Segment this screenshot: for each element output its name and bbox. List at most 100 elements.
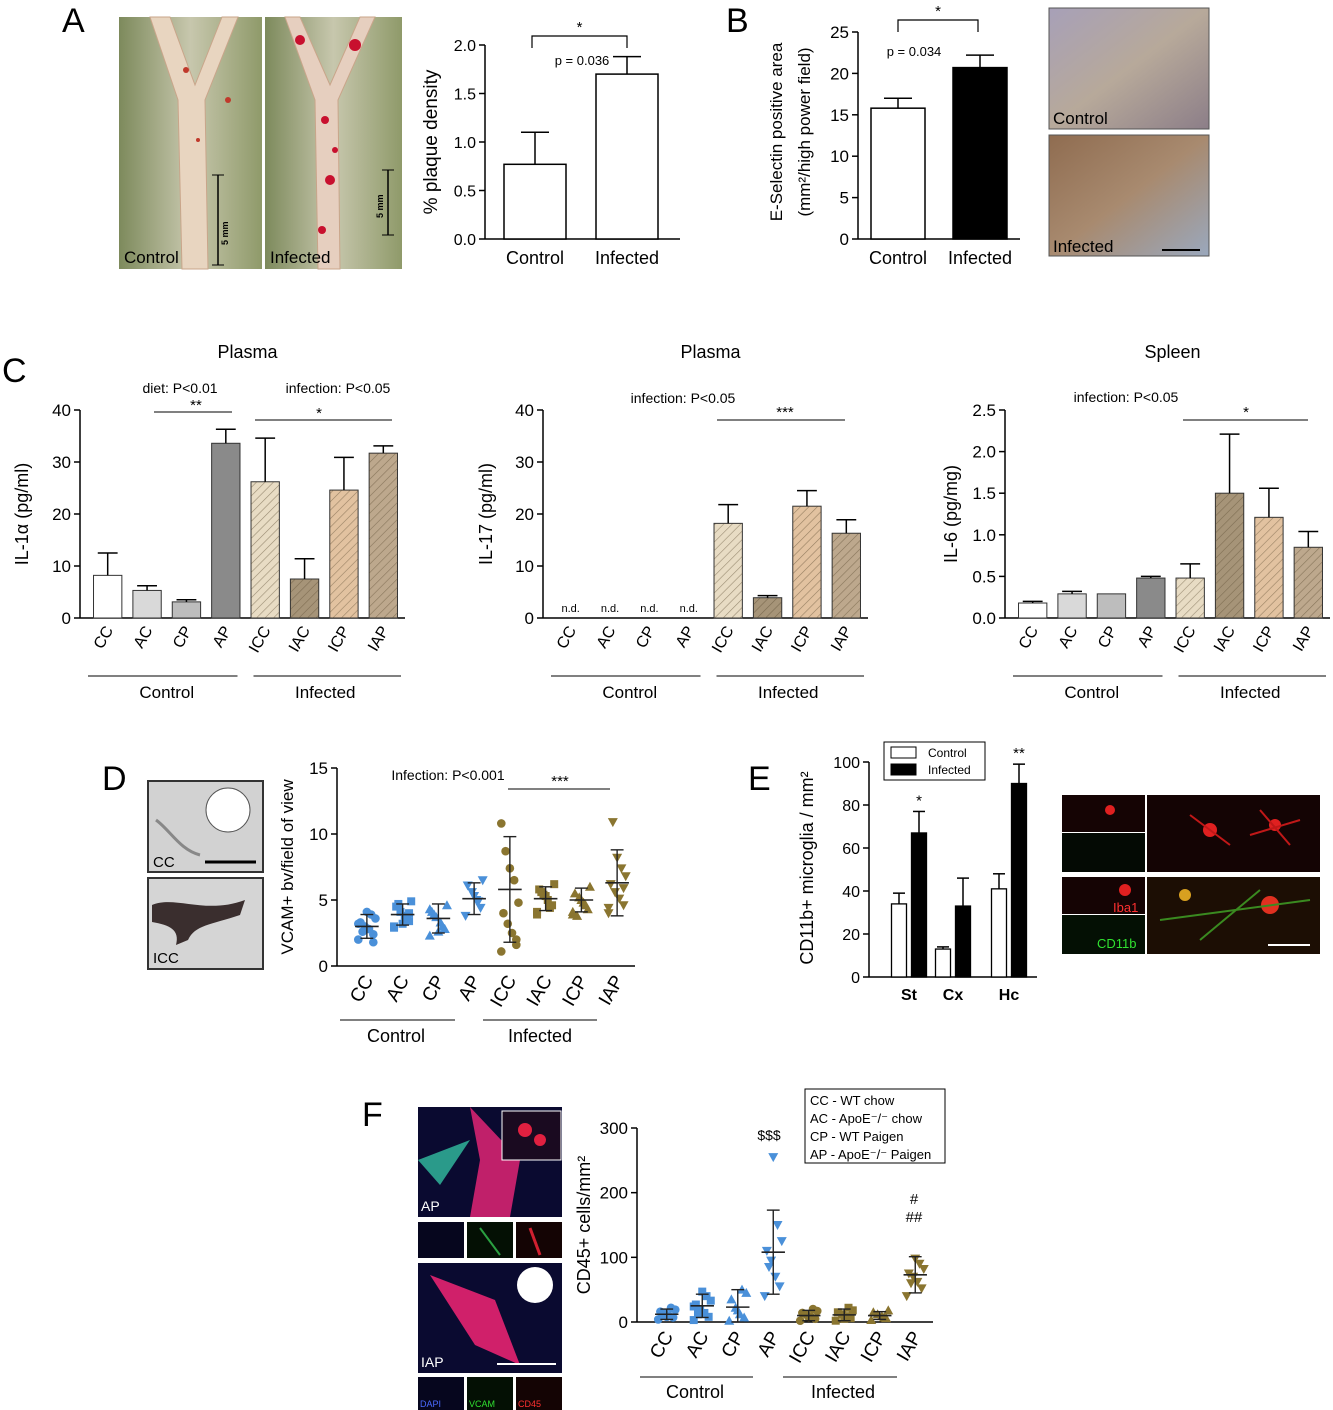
stain-label-dapi: DAPI bbox=[420, 1399, 441, 1409]
data-point bbox=[533, 910, 542, 919]
x-tick-label: CC bbox=[554, 624, 580, 653]
cd45-micrographs: AP IAP DAPI VCAM CD45 bbox=[418, 1107, 562, 1410]
bar bbox=[1010, 782, 1028, 978]
photo-label-control: Control bbox=[124, 248, 179, 267]
significance-marker: * bbox=[1243, 404, 1249, 421]
stat-annotation: $$$ bbox=[757, 1127, 781, 1143]
data-point bbox=[776, 1237, 787, 1247]
x-tick-label: CP bbox=[1095, 624, 1121, 652]
bar-hatch bbox=[251, 481, 280, 618]
x-tick-label: IAP bbox=[595, 972, 628, 1009]
not-detected-label: n.d. bbox=[640, 603, 658, 615]
data-point bbox=[514, 898, 523, 907]
photo-label-control: Control bbox=[1053, 109, 1108, 128]
data-point bbox=[477, 876, 488, 886]
data-point bbox=[726, 1294, 737, 1304]
y-tick-label: 0 bbox=[619, 1313, 628, 1332]
y-tick-label: 5 bbox=[319, 891, 328, 910]
data-point bbox=[759, 1292, 770, 1302]
data-point bbox=[475, 903, 486, 913]
data-point bbox=[369, 937, 378, 947]
y-tick-label: 40 bbox=[515, 401, 534, 420]
y-axis-label: CD45+ cells/mm² bbox=[574, 1156, 594, 1295]
y-tick-label: 0.0 bbox=[972, 609, 996, 628]
data-point bbox=[584, 881, 595, 891]
bar bbox=[595, 73, 659, 240]
data-point bbox=[618, 901, 629, 911]
legend-entry: CC - WT chow bbox=[810, 1093, 895, 1108]
x-tick-label: CC bbox=[1016, 624, 1042, 653]
data-point bbox=[770, 1272, 781, 1282]
y-axis-label: (mm²/high power field) bbox=[795, 47, 814, 216]
data-point bbox=[848, 1306, 857, 1315]
bar-hatch bbox=[369, 453, 398, 618]
data-point bbox=[353, 935, 363, 944]
data-point bbox=[916, 1284, 927, 1294]
y-tick-label: 60 bbox=[842, 841, 860, 858]
data-point bbox=[846, 1314, 855, 1323]
y-tick-label: 0 bbox=[319, 957, 328, 976]
x-tick-label: ICP bbox=[325, 624, 353, 656]
data-point bbox=[550, 880, 559, 889]
x-tick-label: Control bbox=[869, 248, 927, 268]
x-tick-label: AP bbox=[1135, 624, 1160, 651]
y-axis-label: IL-17 (pg/ml) bbox=[476, 463, 496, 565]
y-tick-label: 10 bbox=[830, 147, 849, 166]
x-tick-label: ICP bbox=[559, 972, 593, 1010]
significance-marker: * bbox=[577, 19, 583, 36]
data-point bbox=[396, 907, 405, 916]
y-tick-label: 1.5 bbox=[454, 87, 476, 104]
y-tick-label: 2.0 bbox=[454, 38, 476, 55]
y-tick-label: 200 bbox=[600, 1184, 628, 1203]
data-point bbox=[763, 1263, 774, 1273]
group-label: Infected bbox=[295, 683, 356, 702]
legend-box bbox=[804, 1088, 946, 1164]
bar bbox=[503, 163, 567, 240]
legend-entry: Control bbox=[928, 746, 967, 760]
chart-vcam: 0 5 10 15 CC AC CP AP ICC IAC ICP IAP VCAM+ bv/field… bbox=[278, 759, 635, 1046]
x-tick-label: ICC bbox=[246, 624, 275, 656]
y-tick-label: 100 bbox=[600, 1248, 628, 1267]
scale-label: 5 mm bbox=[375, 194, 385, 218]
significance-marker: ** bbox=[190, 397, 202, 414]
y-tick-label: 15 bbox=[309, 759, 328, 778]
group-label: Control bbox=[1064, 683, 1119, 702]
data-point bbox=[603, 903, 614, 913]
photo-label-cc: CC bbox=[153, 854, 175, 871]
y-tick-label: 0 bbox=[525, 609, 534, 628]
stain-label-cd11b: CD11b bbox=[1097, 936, 1137, 951]
panel-label-d: D bbox=[102, 760, 127, 798]
data-point bbox=[808, 1304, 818, 1314]
group-label: Control bbox=[666, 1382, 724, 1402]
x-tick-label: CC bbox=[91, 624, 117, 653]
y-tick-label: 20 bbox=[52, 505, 71, 524]
data-point bbox=[831, 1316, 840, 1325]
data-point bbox=[724, 1315, 735, 1325]
y-tick-label: 1.0 bbox=[972, 526, 996, 545]
bar-hatch bbox=[753, 597, 782, 618]
y-axis-label: IL-1α (pg/ml) bbox=[12, 463, 32, 565]
bar bbox=[952, 66, 1008, 240]
data-point bbox=[795, 1316, 805, 1326]
legend-swatch-control bbox=[890, 746, 917, 759]
x-tick-label: ICP bbox=[1250, 624, 1278, 656]
group-label: Control bbox=[139, 683, 194, 702]
bar bbox=[1136, 577, 1166, 619]
data-point bbox=[605, 880, 616, 890]
legend-entry: Infected bbox=[928, 763, 971, 777]
stat-annotation: infection: P<0.05 bbox=[631, 390, 736, 406]
y-tick-label: 0 bbox=[840, 230, 849, 249]
x-tick-label: ICP bbox=[788, 624, 816, 656]
x-tick-label: CP bbox=[170, 624, 196, 652]
data-point bbox=[844, 1303, 853, 1312]
aorta-photo-control: 5 mm Control bbox=[119, 16, 262, 270]
data-point bbox=[706, 1296, 715, 1305]
y-tick-label: 0 bbox=[62, 609, 71, 628]
stain-label-iba1: Iba1 bbox=[1113, 900, 1138, 915]
chart-title: Spleen bbox=[1144, 342, 1200, 362]
data-point bbox=[441, 900, 452, 910]
y-tick-label: 2.5 bbox=[972, 401, 996, 420]
significance-marker: * bbox=[316, 405, 322, 422]
eselectin-photo-control: Control bbox=[1048, 7, 1210, 130]
